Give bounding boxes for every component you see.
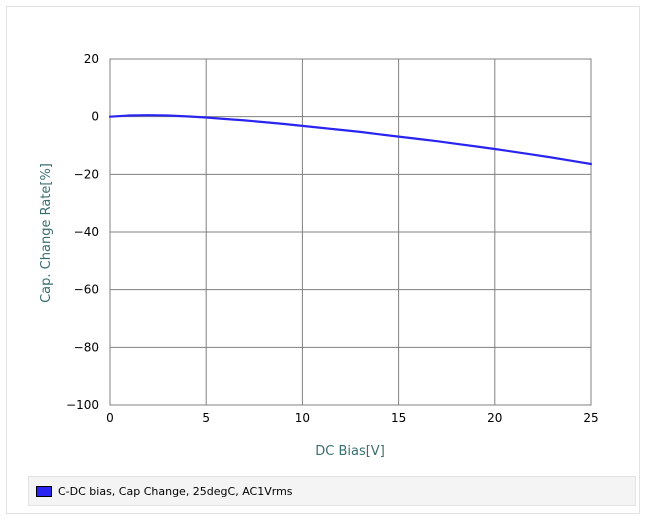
y-tick-label: −60: [74, 283, 99, 297]
y-tick-label: −80: [74, 340, 99, 354]
y-tick-label: −100: [66, 398, 99, 412]
x-tick-label: 5: [202, 411, 210, 425]
x-tick-label: 15: [391, 411, 406, 425]
x-tick-label: 10: [295, 411, 310, 425]
legend-entry-label: C-DC bias, Cap Change, 25degC, AC1Vrms: [58, 484, 293, 498]
x-tick-label: 25: [583, 411, 598, 425]
y-tick-label: −40: [74, 225, 99, 239]
series-line: [108, 114, 593, 166]
x-tick-label: 20: [487, 411, 502, 425]
legend-swatch: [36, 485, 52, 497]
legend: C-DC bias, Cap Change, 25degC, AC1Vrms: [28, 476, 636, 506]
x-axis-title: DC Bias[V]: [315, 444, 385, 459]
chart-frame: [6, 6, 640, 514]
y-tick-label: −20: [74, 167, 99, 181]
x-tick-label: 0: [106, 411, 114, 425]
y-tick-label: 0: [91, 110, 99, 124]
y-axis-title: Cap. Change Rate[%]: [39, 163, 54, 303]
y-tick-label: 20: [84, 52, 99, 66]
